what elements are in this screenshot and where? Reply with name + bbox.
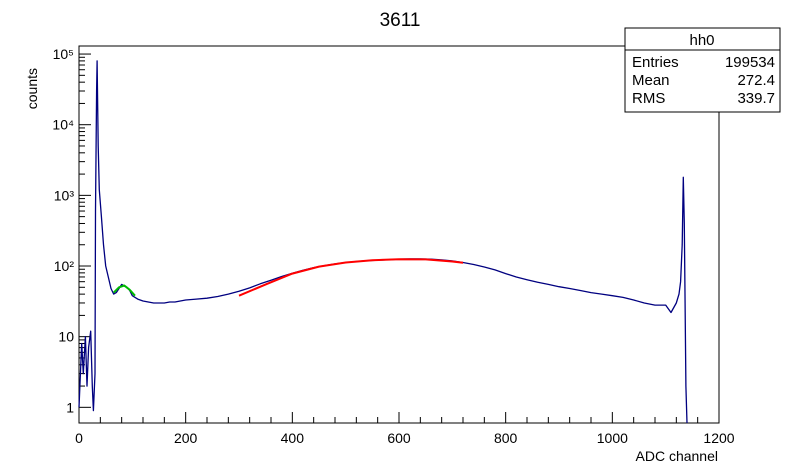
stats-mean-value: 272.4 <box>737 72 775 89</box>
y-tick-label: 10 <box>58 329 74 345</box>
y-tick-label: 10⁵ <box>53 46 74 62</box>
histogram-series-line <box>78 60 688 424</box>
x-tick-label: 0 <box>75 430 83 446</box>
x-tick-label: 200 <box>174 430 198 446</box>
series-layer <box>78 60 688 424</box>
y-tick-label: 10³ <box>54 187 75 203</box>
x-tick-label: 400 <box>281 430 305 446</box>
green-fit-curve <box>112 284 136 297</box>
y-tick-label: 10² <box>54 258 75 274</box>
x-tick-label: 800 <box>494 430 518 446</box>
stats-rms-label: RMS <box>632 90 665 107</box>
x-axis: 0 200 400 600 800 1000 1200 <box>75 412 735 446</box>
x-tick-label: 1200 <box>703 430 734 446</box>
stats-entries-value: 199534 <box>725 54 775 71</box>
stats-box-name: hh0 <box>689 32 714 49</box>
y-axis-label: counts <box>24 68 40 109</box>
stats-entries-label: Entries <box>632 54 679 71</box>
stats-rms-value: 339.7 <box>737 90 775 107</box>
y-tick-label: 10⁴ <box>52 117 74 133</box>
stats-box-frame <box>624 27 781 113</box>
y-tick-label: 1 <box>66 399 74 415</box>
chart-title: 3611 <box>380 10 421 31</box>
stats-box: hh0 Entries 199534 Mean 272.4 RMS 339.7 <box>624 27 781 113</box>
plot-frame <box>78 45 720 424</box>
x-tick-label: 600 <box>387 430 411 446</box>
x-axis-label: ADC channel <box>636 448 719 464</box>
stats-mean-label: Mean <box>632 72 670 89</box>
x-tick-label: 1000 <box>597 430 628 446</box>
red-fit-curve <box>238 258 464 297</box>
y-axis: 1 10 10² 10³ 10⁴ 10⁵ <box>52 46 91 415</box>
